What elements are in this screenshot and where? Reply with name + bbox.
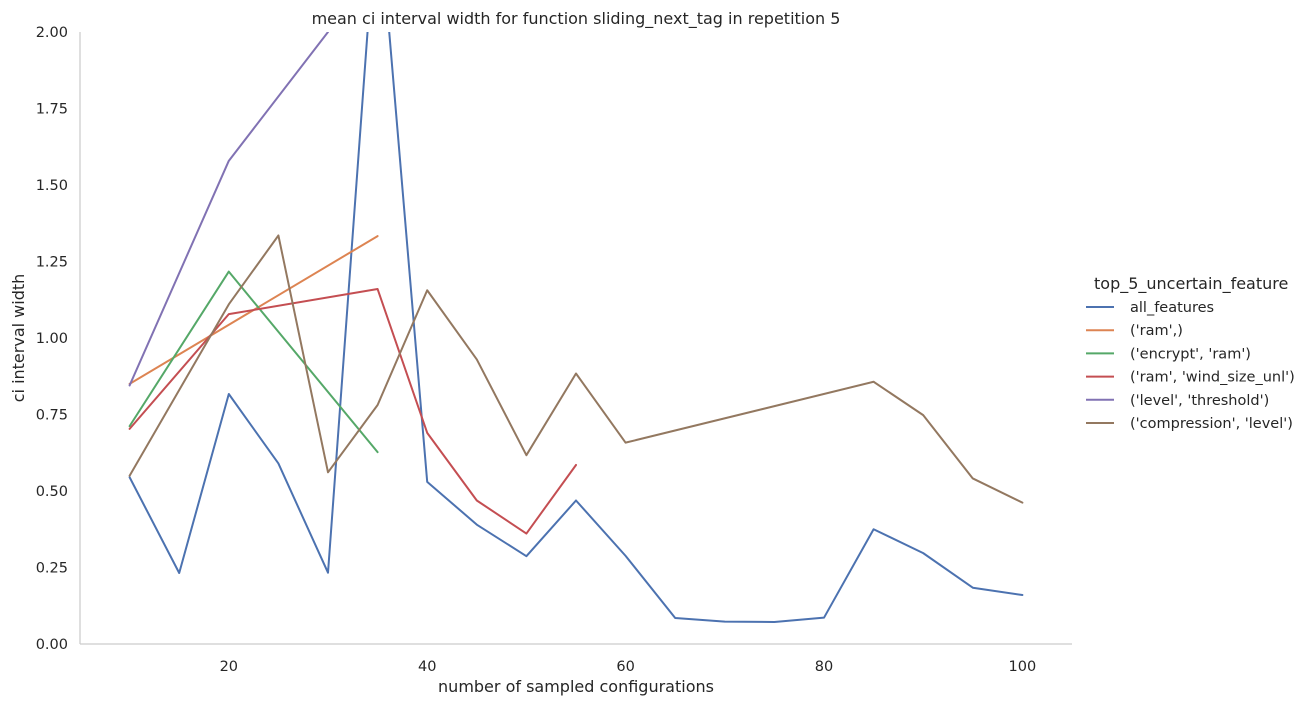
- x-axis-label: number of sampled configurations: [438, 677, 714, 696]
- y-tick-label: 0.25: [36, 561, 68, 577]
- series-line-0: [128, 32, 1024, 623]
- legend: top_5_uncertain_feature all_features ('ra…: [1086, 274, 1295, 432]
- y-tick-label: 0.75: [36, 408, 68, 424]
- y-axis-label: ci interval width: [9, 274, 28, 403]
- y-tick-label: 1.00: [36, 331, 68, 347]
- series-line-2: [128, 270, 379, 454]
- x-tick-label: 60: [616, 659, 634, 675]
- y-axis-ticks: 0.00 0.25 0.50 0.75 1.00 1.25 1.50 1.75 2.00: [36, 25, 68, 653]
- series-line-5: [128, 234, 1024, 504]
- x-tick-label: 80: [815, 659, 833, 675]
- legend-label: ('compression', 'level'): [1130, 416, 1293, 432]
- x-tick-label: 20: [220, 659, 238, 675]
- y-tick-label: 1.25: [36, 255, 68, 271]
- legend-label: ('level', 'threshold'): [1130, 393, 1269, 409]
- legend-label: ('ram', 'wind_size_unl'): [1130, 370, 1295, 386]
- legend-items: all_features ('ram',) ('encrypt', 'ram') ('…: [1086, 300, 1295, 432]
- x-tick-label: 100: [1009, 659, 1037, 675]
- legend-title: top_5_uncertain_feature: [1094, 274, 1288, 294]
- y-tick-label: 1.75: [36, 102, 68, 118]
- legend-label: all_features: [1130, 300, 1214, 316]
- series-layer: [128, 32, 1024, 623]
- legend-label: ('ram',): [1130, 323, 1183, 339]
- legend-label: ('encrypt', 'ram'): [1130, 346, 1251, 362]
- x-axis-ticks: 20 40 60 80 100: [220, 659, 1037, 675]
- x-tick-label: 40: [418, 659, 436, 675]
- series-line-3: [128, 288, 577, 535]
- series-line-4: [128, 32, 329, 387]
- chart-title: mean ci interval width for function slid…: [312, 9, 841, 29]
- y-tick-label: 0.00: [36, 637, 68, 653]
- y-tick-label: 2.00: [36, 25, 68, 41]
- y-tick-label: 0.50: [36, 484, 68, 500]
- y-tick-label: 1.50: [36, 178, 68, 194]
